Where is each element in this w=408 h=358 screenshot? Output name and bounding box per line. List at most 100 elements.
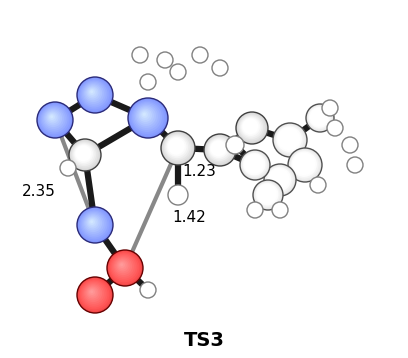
Circle shape	[326, 104, 332, 110]
Circle shape	[139, 109, 152, 122]
Circle shape	[84, 284, 102, 302]
Circle shape	[163, 58, 164, 59]
Circle shape	[295, 155, 312, 172]
Circle shape	[247, 157, 259, 169]
Circle shape	[257, 184, 277, 204]
Circle shape	[214, 62, 226, 74]
Circle shape	[286, 135, 288, 138]
Circle shape	[135, 50, 143, 58]
Circle shape	[194, 49, 205, 60]
Circle shape	[353, 162, 355, 165]
Circle shape	[309, 107, 330, 128]
Circle shape	[233, 142, 234, 144]
Circle shape	[273, 203, 287, 217]
Circle shape	[113, 256, 134, 277]
Circle shape	[236, 112, 268, 144]
Circle shape	[248, 204, 261, 216]
Circle shape	[44, 109, 62, 127]
Circle shape	[135, 50, 144, 59]
Circle shape	[348, 158, 362, 172]
Circle shape	[140, 74, 155, 89]
Circle shape	[232, 142, 235, 145]
Circle shape	[249, 204, 260, 215]
Circle shape	[240, 150, 270, 180]
Circle shape	[272, 202, 288, 218]
Circle shape	[157, 53, 172, 67]
Circle shape	[161, 131, 195, 165]
Circle shape	[170, 64, 186, 80]
Circle shape	[61, 161, 74, 174]
Circle shape	[276, 206, 282, 212]
Circle shape	[259, 186, 274, 201]
Circle shape	[174, 68, 180, 74]
Circle shape	[204, 134, 236, 166]
Circle shape	[80, 209, 109, 240]
Circle shape	[171, 64, 185, 79]
Circle shape	[346, 141, 352, 146]
Circle shape	[217, 65, 221, 69]
Circle shape	[88, 218, 97, 227]
Circle shape	[107, 250, 143, 286]
Circle shape	[284, 134, 290, 140]
Circle shape	[207, 137, 231, 161]
Circle shape	[260, 187, 273, 199]
Circle shape	[298, 158, 307, 167]
Circle shape	[161, 56, 166, 62]
Circle shape	[172, 66, 184, 78]
Circle shape	[48, 113, 57, 122]
Circle shape	[324, 102, 336, 113]
Circle shape	[111, 253, 137, 281]
Circle shape	[143, 113, 146, 116]
Circle shape	[90, 220, 93, 223]
Circle shape	[327, 120, 343, 136]
Circle shape	[142, 76, 153, 88]
Circle shape	[160, 55, 168, 63]
Circle shape	[218, 66, 219, 67]
Circle shape	[264, 191, 266, 194]
Circle shape	[208, 138, 230, 160]
Circle shape	[329, 122, 340, 133]
Circle shape	[332, 125, 336, 129]
Circle shape	[226, 136, 244, 154]
Circle shape	[323, 101, 337, 115]
Circle shape	[170, 187, 185, 202]
Circle shape	[274, 174, 282, 182]
Circle shape	[160, 55, 169, 64]
Circle shape	[64, 164, 70, 170]
Circle shape	[245, 155, 262, 173]
Circle shape	[251, 206, 257, 212]
Circle shape	[133, 48, 147, 62]
Circle shape	[300, 160, 303, 163]
Circle shape	[171, 65, 184, 78]
Circle shape	[276, 176, 278, 178]
Circle shape	[271, 171, 285, 185]
Circle shape	[217, 65, 220, 68]
Circle shape	[344, 139, 355, 150]
Circle shape	[275, 175, 280, 180]
Circle shape	[173, 190, 181, 198]
Circle shape	[205, 135, 235, 164]
Circle shape	[313, 111, 323, 121]
Circle shape	[211, 141, 225, 155]
Text: 1.23: 1.23	[182, 164, 216, 179]
Circle shape	[348, 143, 349, 144]
Circle shape	[275, 125, 304, 154]
Circle shape	[263, 190, 268, 195]
Circle shape	[168, 138, 185, 155]
Circle shape	[63, 163, 72, 172]
Circle shape	[255, 182, 280, 207]
Circle shape	[142, 284, 153, 295]
Circle shape	[247, 202, 263, 218]
Circle shape	[49, 114, 55, 120]
Circle shape	[248, 203, 262, 217]
Circle shape	[115, 258, 131, 274]
Circle shape	[276, 206, 282, 212]
Circle shape	[141, 111, 148, 118]
Circle shape	[294, 154, 313, 174]
Circle shape	[128, 98, 168, 138]
Circle shape	[352, 162, 356, 166]
Circle shape	[315, 112, 322, 120]
Circle shape	[216, 64, 222, 69]
Circle shape	[239, 115, 263, 139]
Circle shape	[251, 161, 253, 164]
